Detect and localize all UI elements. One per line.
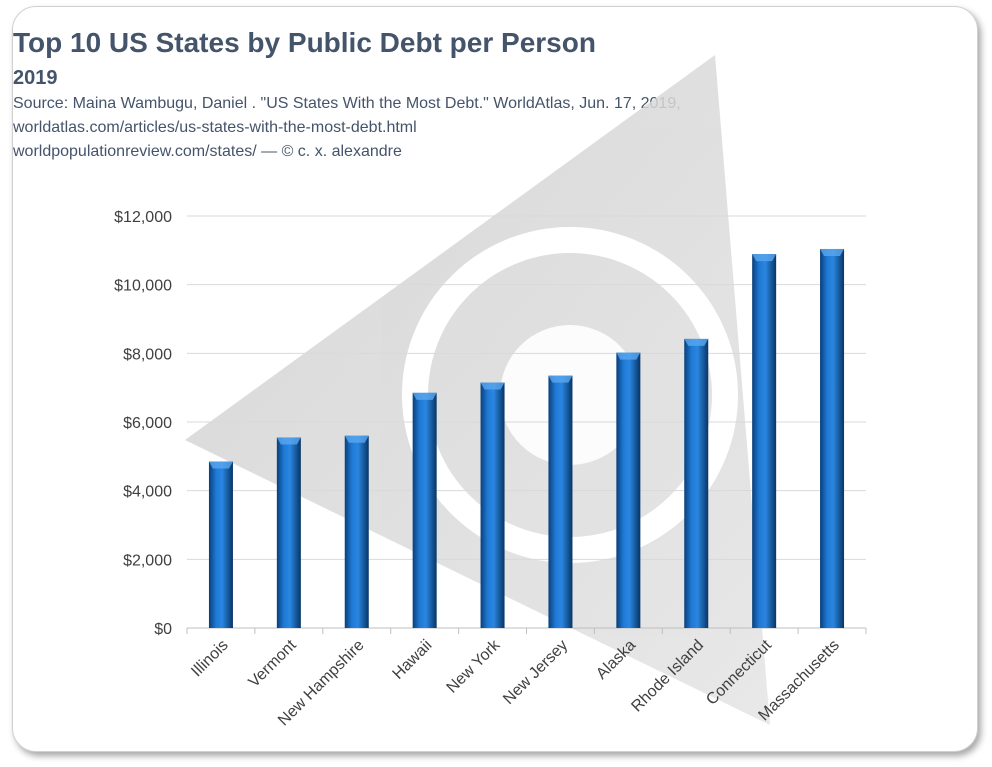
bar-bevel — [276, 437, 301, 445]
x-tick-label: New York — [444, 636, 505, 697]
x-tick-label: Hawaii — [390, 637, 436, 683]
bar — [752, 254, 777, 629]
source-line-2: worldatlas.com/articles/us-states-with-t… — [13, 119, 417, 136]
bar-bevel — [208, 461, 233, 469]
bar — [820, 248, 845, 628]
compass-watermark-logo — [185, 55, 770, 725]
bar-body — [276, 437, 301, 628]
bar-bevel — [752, 254, 777, 262]
bar — [344, 435, 369, 628]
bar — [208, 461, 233, 628]
chart-subtitle: 2019 — [13, 67, 58, 89]
x-tick-label: Vermont — [246, 636, 301, 691]
x-tick-label: New Jersey — [500, 637, 571, 708]
source-line-3: worldpopulationreview.com/states/ — © c.… — [13, 143, 402, 160]
bar-body — [548, 375, 573, 628]
bar-bevel — [684, 338, 709, 346]
bar-bevel — [412, 392, 437, 400]
y-tick-label: $2,000 — [123, 552, 172, 569]
bar — [412, 392, 437, 628]
bar-body — [412, 392, 437, 628]
bar — [548, 375, 573, 628]
bar-body — [820, 248, 845, 628]
bar — [480, 382, 505, 628]
y-tick-label: $12,000 — [114, 209, 172, 226]
chart-title: Top 10 US States by Public Debt per Pers… — [13, 27, 596, 58]
bar — [684, 338, 709, 628]
y-tick-label: $6,000 — [123, 415, 172, 432]
bar-body — [480, 382, 505, 628]
bar-body — [752, 254, 777, 629]
bar-body — [684, 338, 709, 628]
bar — [616, 352, 641, 628]
bar-body — [616, 352, 641, 628]
bar-bevel — [344, 435, 369, 443]
bar — [276, 437, 301, 628]
y-tick-label: $10,000 — [114, 278, 172, 295]
bar-body — [344, 435, 369, 628]
source-line-1: Source: Maina Wambugu, Daniel . "US Stat… — [13, 95, 681, 112]
x-tick-label: Illinois — [188, 637, 231, 680]
bar-bevel — [548, 375, 573, 383]
y-tick-label: $4,000 — [123, 484, 172, 501]
y-tick-label: $0 — [154, 621, 172, 638]
bar-body — [208, 461, 233, 628]
y-tick-label: $8,000 — [123, 346, 172, 363]
bar-bevel — [616, 352, 641, 360]
bar-bevel — [480, 382, 505, 390]
bar-bevel — [820, 248, 845, 256]
